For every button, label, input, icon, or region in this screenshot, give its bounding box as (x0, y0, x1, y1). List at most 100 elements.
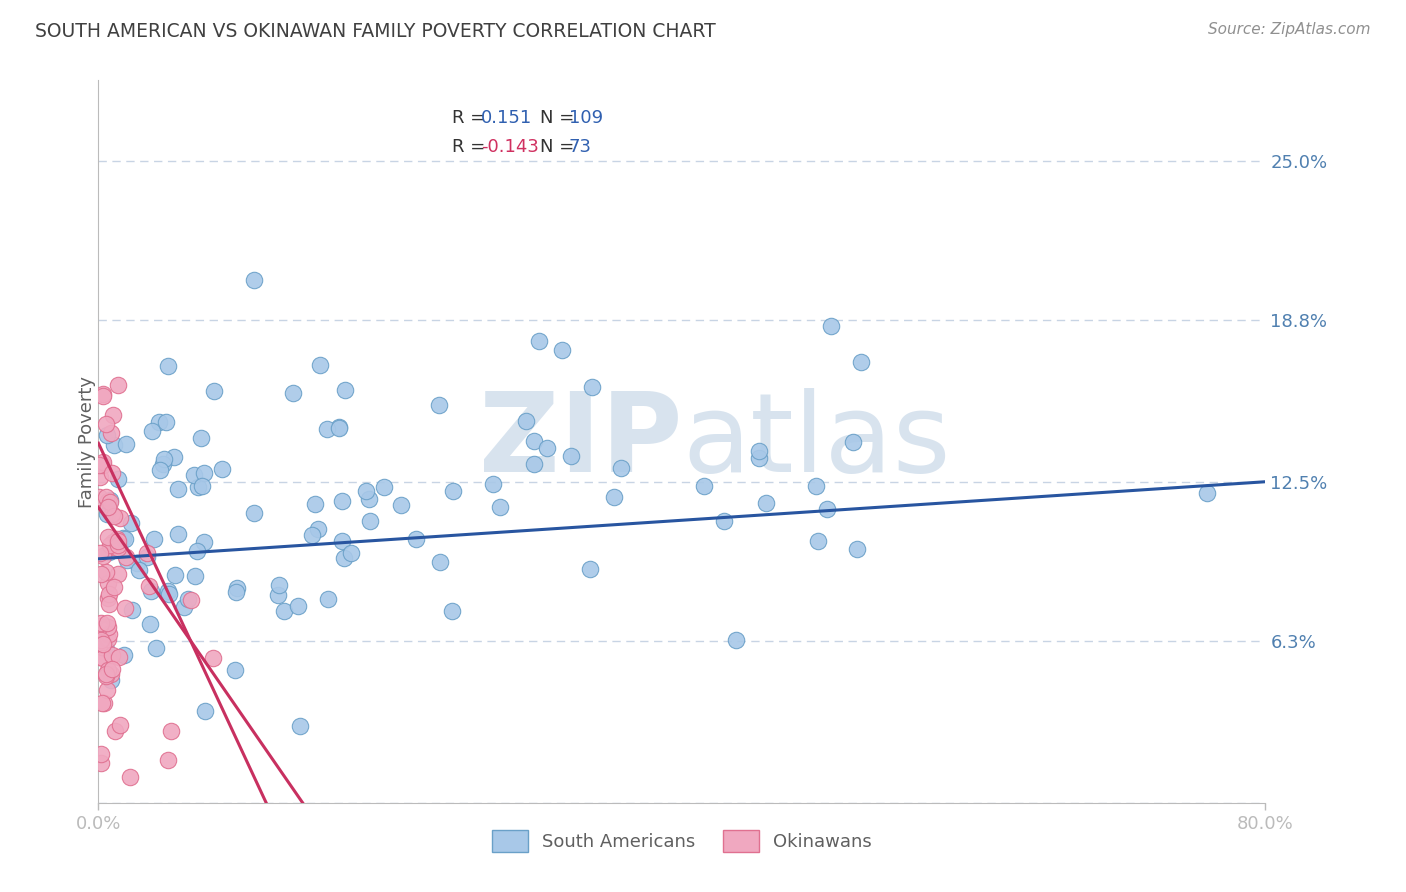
Point (91, 640, 114, 655)
Point (224, 663, 246, 677)
Point (93, 696, 115, 710)
Point (391, 499, 413, 513)
Point (97, 494, 120, 508)
Point (94, 417, 117, 431)
Point (225, 585, 247, 599)
Point (489, 500, 512, 514)
Point (90, 567, 112, 582)
Point (100, 540, 122, 554)
Point (806, 479, 828, 493)
Text: SOUTH AMERICAN VS OKINAWAN FAMILY POVERTY CORRELATION CHART: SOUTH AMERICAN VS OKINAWAN FAMILY POVERT… (35, 22, 716, 41)
Point (287, 599, 309, 614)
Point (96, 669, 118, 683)
Point (89, 470, 111, 484)
Point (527, 334, 550, 348)
Y-axis label: Family Poverty: Family Poverty (79, 376, 96, 508)
Point (98, 587, 121, 601)
Point (97, 663, 120, 677)
Point (328, 419, 350, 434)
Point (145, 641, 167, 656)
Text: atlas: atlas (682, 388, 950, 495)
Point (551, 343, 574, 357)
Point (90, 622, 112, 636)
Point (141, 424, 163, 438)
Point (114, 436, 136, 450)
Point (96, 566, 118, 580)
Point (269, 578, 291, 592)
Point (807, 534, 830, 549)
Point (190, 479, 212, 493)
Text: 109: 109 (568, 109, 603, 127)
Point (359, 514, 381, 528)
Point (748, 450, 770, 465)
Point (429, 398, 451, 412)
Point (560, 449, 582, 463)
Point (579, 562, 602, 576)
Text: R =: R = (451, 137, 485, 156)
Point (101, 507, 124, 521)
Point (724, 633, 747, 648)
Point (610, 461, 633, 475)
Point (153, 452, 176, 467)
Point (96, 428, 118, 442)
Point (104, 723, 127, 738)
Point (748, 443, 770, 458)
Point (523, 457, 546, 471)
Point (90, 632, 112, 647)
Point (330, 533, 353, 548)
Point (107, 538, 129, 552)
Point (160, 723, 183, 738)
Text: N =: N = (540, 137, 574, 156)
Point (316, 422, 339, 436)
Point (91, 458, 114, 472)
Point (91, 386, 114, 401)
Point (194, 704, 217, 718)
Point (602, 490, 624, 504)
Legend: South Americans, Okinawans: South Americans, Okinawans (485, 822, 879, 859)
Point (103, 509, 125, 524)
Point (177, 592, 200, 607)
Point (156, 753, 179, 767)
Point (339, 546, 361, 560)
Point (97, 545, 120, 559)
Point (120, 770, 142, 784)
Point (101, 466, 124, 480)
Point (103, 437, 125, 451)
Point (149, 463, 172, 477)
Point (156, 359, 179, 374)
Point (193, 535, 215, 549)
Text: ZIP: ZIP (478, 388, 682, 495)
Point (820, 319, 842, 334)
Point (243, 273, 266, 287)
Point (103, 535, 125, 549)
Text: Source: ZipAtlas.com: Source: ZipAtlas.com (1208, 22, 1371, 37)
Point (211, 462, 233, 476)
Point (523, 434, 546, 448)
Point (273, 604, 295, 618)
Point (110, 510, 132, 524)
Point (515, 414, 537, 428)
Point (354, 483, 377, 498)
Point (93, 651, 115, 665)
Point (108, 650, 131, 665)
Point (125, 556, 148, 570)
Point (183, 467, 205, 482)
Point (101, 408, 124, 422)
Point (98, 597, 121, 611)
Point (755, 496, 778, 510)
Point (97, 500, 120, 515)
Point (405, 532, 427, 546)
Point (87, 458, 110, 472)
Point (308, 359, 330, 373)
Point (96, 507, 118, 521)
Point (89, 637, 111, 651)
Point (89, 618, 111, 632)
Point (108, 718, 131, 732)
Point (120, 516, 142, 531)
Point (114, 550, 136, 565)
Point (97, 591, 120, 605)
Point (581, 380, 603, 394)
Point (157, 587, 180, 601)
Point (100, 426, 122, 441)
Point (180, 593, 202, 607)
